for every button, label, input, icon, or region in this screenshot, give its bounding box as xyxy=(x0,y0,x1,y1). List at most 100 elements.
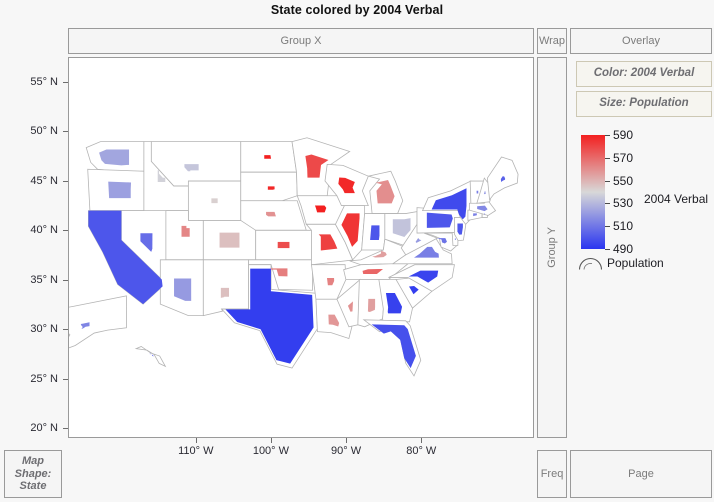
state-shape-ms[interactable]: Mississippi — 2004 Verbal: 562 xyxy=(347,301,353,312)
state-shape-ca[interactable]: California — 2004 Verbal: 501 xyxy=(88,210,163,305)
state-shape-oh[interactable]: Ohio — 2004 Verbal: 538 xyxy=(392,218,411,238)
state-shape-me[interactable]: Maine — 2004 Verbal: 505 xyxy=(500,176,506,183)
state-shape-ma[interactable]: Massachusetts — 2004 Verbal: 518 xyxy=(477,205,488,212)
map-shape-line-3: State xyxy=(19,480,47,493)
state-shape-wv[interactable]: West Virginia — 2004 Verbal: 524 xyxy=(415,238,422,243)
state-shape-nc[interactable]: North Carolina — 2004 Verbal: 495 xyxy=(408,270,439,283)
state-shape-wa[interactable]: Washington — 2004 Verbal: 528 xyxy=(99,149,130,166)
state-shape-ok[interactable]: Oklahoma — 2004 Verbal: 567 xyxy=(270,268,288,277)
state-shape-hi[interactable]: Hawaii — 2004 Verbal: 487 xyxy=(149,353,154,357)
state-shape-wi[interactable]: Wisconsin — 2004 Verbal: 588 xyxy=(338,177,355,194)
state-shape-ne[interactable]: Nebraska — 2004 Verbal: 562 xyxy=(266,211,276,217)
state-shape-nd[interactable]: North Dakota — 2004 Verbal: 590 xyxy=(264,155,272,159)
state-shape-ak[interactable]: Alaska — 2004 Verbal: 517 xyxy=(80,322,90,329)
y-tick-label: 45° N xyxy=(30,174,58,187)
legend-tickmark xyxy=(605,203,610,205)
y-tickmark xyxy=(63,81,68,83)
state-outline xyxy=(202,259,250,317)
state-shape-fl[interactable]: Florida — 2004 Verbal: 499 xyxy=(371,324,416,369)
state-shape-layer[interactable]: Washington — 2004 Verbal: 528 Oregon — 20… xyxy=(80,149,506,369)
dropzone-freq[interactable]: Freq xyxy=(537,450,567,498)
state-shape-md[interactable]: Maryland — 2004 Verbal: 511 xyxy=(437,238,447,244)
state-shape-ct[interactable]: Connecticut — 2004 Verbal: 515 xyxy=(473,213,477,217)
state-shape-mo[interactable]: Missouri — 2004 Verbal: 582 xyxy=(318,234,338,251)
x-tick-label: 80° W xyxy=(406,445,437,457)
y-tickmark xyxy=(63,279,68,281)
state-shape-nv[interactable]: Nevada — 2004 Verbal: 509 xyxy=(140,233,153,252)
state-shape-il[interactable]: Illinois — 2004 Verbal: 585 xyxy=(341,213,360,247)
us-state-map[interactable]: Washington — 2004 Verbal: 528 Oregon — 20… xyxy=(69,58,533,437)
state-shape-al[interactable]: Alabama — 2004 Verbal: 559 xyxy=(367,298,376,313)
y-tickmark xyxy=(63,329,68,331)
legend-gradient-bar[interactable] xyxy=(581,135,605,249)
dropzone-group-x[interactable]: Group X xyxy=(68,28,534,54)
legend-tick-label: 570 xyxy=(613,150,634,165)
state-outline xyxy=(134,346,167,368)
legend-axis-title: 2004 Verbal xyxy=(644,192,709,206)
dropzone-map-shape[interactable]: Map Shape: State xyxy=(4,450,62,498)
y-tick-label: 25° N xyxy=(30,372,58,385)
state-shape-id[interactable]: Idaho — 2004 Verbal: 543 xyxy=(157,170,166,182)
legend-tick-label: 550 xyxy=(613,173,634,188)
legend-tickmark xyxy=(605,226,610,228)
dropzone-color-label: Color: 2004 Verbal xyxy=(593,67,695,80)
state-shape-sd[interactable]: South Dakota — 2004 Verbal: 588 xyxy=(267,186,275,190)
state-shape-tn[interactable]: Tennessee — 2004 Verbal: 573 xyxy=(362,268,384,275)
state-shape-ks[interactable]: Kansas — 2004 Verbal: 579 xyxy=(277,241,290,249)
legend-tickmark xyxy=(605,135,610,136)
state-shape-va[interactable]: Virginia — 2004 Verbal: 515 xyxy=(414,246,439,258)
state-shape-co[interactable]: Colorado — 2004 Verbal: 551 xyxy=(219,232,240,248)
dropzone-group-y-label: Group Y xyxy=(545,227,558,268)
y-tickmark xyxy=(63,428,68,430)
arc-icon xyxy=(578,258,603,270)
state-shape-pa[interactable]: Pennsylvania — 2004 Verbal: 501 xyxy=(426,212,453,228)
state-shape-mn[interactable]: Minnesota — 2004 Verbal: 580 xyxy=(305,154,329,178)
state-shape-ar[interactable]: Arkansas — 2004 Verbal: 566 xyxy=(326,277,335,286)
legend-tick-label: 510 xyxy=(613,219,634,234)
dropzone-size[interactable]: Size: Population xyxy=(576,91,712,117)
state-shape-or[interactable]: Oregon — 2004 Verbal: 526 xyxy=(108,181,132,199)
state-shape-ri[interactable]: Rhode Island — 2004 Verbal: 503 xyxy=(484,213,486,215)
legend-tickmark xyxy=(605,157,610,159)
state-shape-ny[interactable]: New York — 2004 Verbal: 497 xyxy=(431,188,467,220)
state-shape-az[interactable]: Arizona — 2004 Verbal: 524 xyxy=(174,278,192,301)
dropzone-wrap-label: Wrap xyxy=(538,34,566,47)
state-shape-la[interactable]: Louisiana — 2004 Verbal: 561 xyxy=(328,314,340,327)
state-shape-nj[interactable]: New Jersey — 2004 Verbal: 501 xyxy=(457,223,463,235)
state-shape-sc[interactable]: South Carolina — 2004 Verbal: 493 xyxy=(409,285,419,295)
legend-tick-label: 490 xyxy=(613,242,634,256)
dropzone-size-label: Size: Population xyxy=(599,97,689,110)
dropzone-color[interactable]: Color: 2004 Verbal xyxy=(576,61,712,87)
legend-size-row: Population xyxy=(578,255,664,271)
state-shape-nh[interactable]: New Hampshire — 2004 Verbal: 522 xyxy=(483,190,486,195)
page-title: State colored by 2004 Verbal xyxy=(270,3,444,17)
state-shape-ga[interactable]: Georgia — 2004 Verbal: 494 xyxy=(385,293,403,314)
state-shape-de[interactable]: Delaware — 2004 Verbal: 500 xyxy=(454,238,456,240)
state-shape-nm[interactable]: New Mexico — 2004 Verbal: 551 xyxy=(220,287,230,298)
dropzone-freq-label: Freq xyxy=(540,467,564,480)
dropzone-group-x-label: Group X xyxy=(280,34,322,47)
dropzone-page-label: Page xyxy=(628,467,654,480)
state-shape-ia[interactable]: Iowa — 2004 Verbal: 590 xyxy=(314,205,327,213)
state-shape-wy[interactable]: Wyoming — 2004 Verbal: 547 xyxy=(211,198,218,204)
state-shape-in[interactable]: Indiana — 2004 Verbal: 501 xyxy=(370,225,380,240)
state-outline xyxy=(69,295,127,349)
state-shape-mt[interactable]: Montana — 2004 Verbal: 539 xyxy=(184,164,199,172)
dropzone-page[interactable]: Page xyxy=(570,450,712,498)
state-shape-ky[interactable]: Kentucky — 2004 Verbal: 559 xyxy=(372,250,387,258)
state-shape-vt[interactable]: Vermont — 2004 Verbal: 515 xyxy=(476,190,479,194)
state-shape-mi[interactable]: Michigan — 2004 Verbal: 563 xyxy=(375,180,395,204)
legend-tick-label: 590 xyxy=(613,128,634,142)
state-shape-ut[interactable]: Utah — 2004 Verbal: 565 xyxy=(181,225,190,237)
y-tick-label: 35° N xyxy=(30,273,58,286)
state-shape-tx[interactable]: Texas — 2004 Verbal: 493 xyxy=(225,268,314,364)
dropzone-wrap[interactable]: Wrap xyxy=(537,28,567,54)
dropzone-overlay[interactable]: Overlay xyxy=(570,28,712,54)
y-tick-label: 20° N xyxy=(30,422,58,435)
y-tick-label: 40° N xyxy=(30,224,58,237)
x-tickmark xyxy=(270,438,272,443)
legend-size-label: Population xyxy=(607,256,664,270)
dropzone-group-y[interactable]: Group Y xyxy=(537,57,567,438)
y-tickmark xyxy=(63,230,68,232)
map-plot-area[interactable]: Washington — 2004 Verbal: 528 Oregon — 20… xyxy=(68,57,534,438)
